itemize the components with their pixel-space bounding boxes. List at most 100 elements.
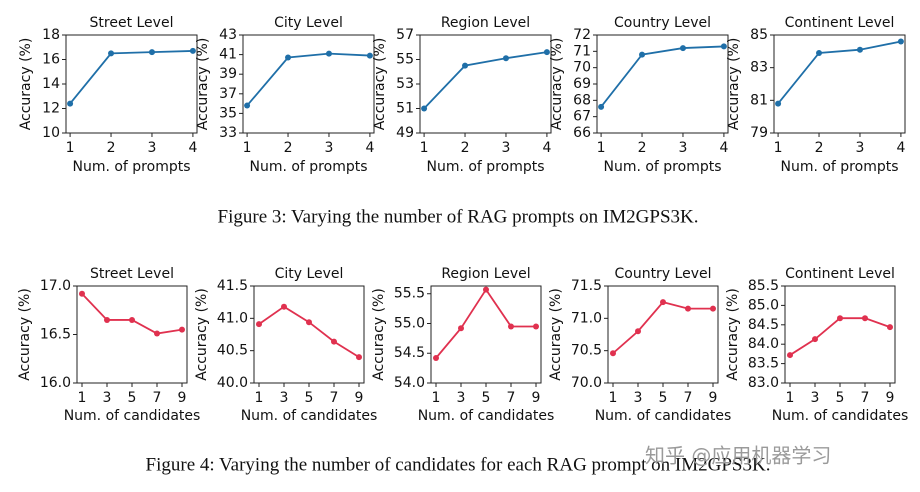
y-tick-label: 70 xyxy=(573,60,591,76)
y-tick-label: 17.0 xyxy=(40,278,71,294)
point xyxy=(67,100,74,107)
x-tick-label: 2 xyxy=(107,140,116,156)
y-tick-label: 85.0 xyxy=(748,297,779,313)
point xyxy=(710,305,716,312)
line xyxy=(789,317,891,356)
point xyxy=(639,51,646,58)
point xyxy=(154,330,160,337)
point xyxy=(685,305,691,312)
x-tick-label: 4 xyxy=(188,140,197,156)
point xyxy=(502,55,509,62)
line xyxy=(246,52,370,107)
line xyxy=(777,40,902,105)
x-tick-label: 1 xyxy=(774,140,783,156)
x-tick-label: 3 xyxy=(856,140,865,156)
x-tick-label: 3 xyxy=(679,140,688,156)
point xyxy=(862,315,868,322)
y-tick-label: 71.5 xyxy=(571,278,602,294)
y-axis-label: Accuracy (%) xyxy=(195,38,211,131)
point xyxy=(887,324,893,331)
y-tick-label: 53 xyxy=(396,76,414,92)
point xyxy=(285,54,292,61)
chart-title: City Level xyxy=(274,15,343,31)
y-tick-label: 81 xyxy=(750,92,768,108)
y-tick-label: 55.5 xyxy=(394,286,425,302)
x-tick-label: 3 xyxy=(280,390,289,406)
y-axis-label: Accuracy (%) xyxy=(726,38,742,131)
y-axis-label: Accuracy (%) xyxy=(18,38,34,131)
y-tick-label: 83.5 xyxy=(748,356,779,372)
x-axis-label: Num. of prompts xyxy=(426,159,544,175)
y-tick-label: 84.5 xyxy=(748,317,779,333)
y-tick-label: 85 xyxy=(750,27,768,43)
chart-title: Region Level xyxy=(441,15,530,31)
y-tick-label: 70.5 xyxy=(571,343,602,359)
x-tick-label: 1 xyxy=(597,140,606,156)
point xyxy=(108,50,115,57)
plot-frame xyxy=(784,285,896,384)
y-tick-label: 16.0 xyxy=(40,375,71,391)
x-tick-label: 7 xyxy=(153,390,162,406)
y-tick-label: 10 xyxy=(42,125,60,141)
x-axis-label: Num. of prompts xyxy=(249,159,367,175)
y-tick-label: 85.5 xyxy=(748,278,779,294)
x-tick-label: 5 xyxy=(482,390,491,406)
y-tick-label: 16 xyxy=(42,52,60,68)
line xyxy=(423,51,548,110)
y-axis-label: Accuracy (%) xyxy=(371,288,387,381)
y-axis-label: Accuracy (%) xyxy=(549,38,565,131)
point xyxy=(79,290,85,297)
chart-title: Country Level xyxy=(614,15,711,31)
plot-frame xyxy=(419,34,552,134)
chart-title: Continent Level xyxy=(785,266,895,282)
point xyxy=(458,325,464,332)
y-tick-label: 83 xyxy=(750,60,768,76)
point xyxy=(179,326,185,333)
y-axis-label: Accuracy (%) xyxy=(548,288,564,381)
x-tick-label: 4 xyxy=(896,140,905,156)
caption: Figure 4: Varying the number of candidat… xyxy=(146,454,771,475)
x-tick-label: 5 xyxy=(836,390,845,406)
y-tick-label: 37 xyxy=(219,86,237,102)
x-tick-label: 3 xyxy=(634,390,643,406)
point xyxy=(543,49,550,56)
y-tick-label: 79 xyxy=(750,125,768,141)
x-tick-label: 7 xyxy=(507,390,516,406)
x-axis-label: Num. of candidates xyxy=(772,408,909,424)
point xyxy=(812,336,818,343)
x-tick-label: 4 xyxy=(365,140,374,156)
y-tick-label: 55 xyxy=(396,52,414,68)
x-axis-label: Num. of prompts xyxy=(72,159,190,175)
point xyxy=(816,49,823,56)
line xyxy=(258,305,360,358)
point xyxy=(129,316,135,323)
y-tick-label: 57 xyxy=(396,27,414,43)
x-tick-label: 7 xyxy=(684,390,693,406)
plot-frame xyxy=(76,285,188,384)
x-tick-label: 9 xyxy=(532,390,541,406)
x-tick-label: 4 xyxy=(719,140,728,156)
x-axis-label: Num. of prompts xyxy=(603,159,721,175)
x-axis-label: Num. of prompts xyxy=(780,159,898,175)
line xyxy=(612,301,713,354)
x-tick-label: 3 xyxy=(457,390,466,406)
y-tick-label: 16.5 xyxy=(40,327,71,343)
line xyxy=(435,287,536,359)
x-tick-label: 3 xyxy=(502,140,511,156)
x-axis-label: Num. of candidates xyxy=(64,408,201,424)
x-tick-label: 2 xyxy=(815,140,824,156)
x-tick-label: 1 xyxy=(420,140,429,156)
x-tick-label: 5 xyxy=(128,390,137,406)
point xyxy=(856,46,863,53)
y-tick-label: 55.0 xyxy=(394,315,425,331)
chart-title: City Level xyxy=(275,266,344,282)
y-tick-label: 33 xyxy=(219,125,237,141)
y-tick-label: 39 xyxy=(219,66,237,82)
point xyxy=(104,316,110,323)
x-axis-label: Num. of candidates xyxy=(418,408,555,424)
y-tick-label: 41.0 xyxy=(217,310,248,326)
point xyxy=(635,328,641,335)
y-tick-label: 12 xyxy=(42,101,60,117)
point xyxy=(325,50,332,57)
